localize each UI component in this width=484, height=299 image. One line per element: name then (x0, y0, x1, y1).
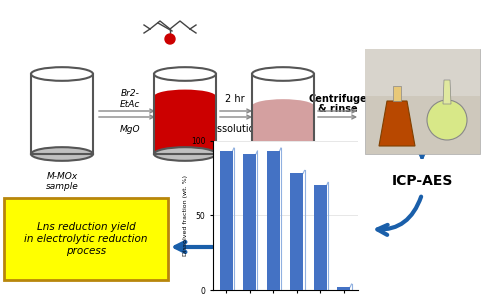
Text: Br2-
EtAc: Br2- EtAc (120, 89, 140, 109)
Ellipse shape (154, 147, 216, 161)
FancyBboxPatch shape (365, 49, 480, 154)
Text: & rinse: & rinse (318, 104, 358, 114)
FancyBboxPatch shape (365, 49, 480, 96)
Text: dissolution: dissolution (209, 124, 261, 134)
Bar (220, 151, 232, 290)
Ellipse shape (252, 99, 314, 113)
Bar (267, 151, 280, 290)
Y-axis label: Dissolved fraction (wt. %): Dissolved fraction (wt. %) (183, 175, 188, 256)
Ellipse shape (154, 90, 216, 103)
Circle shape (427, 100, 467, 140)
Polygon shape (252, 106, 314, 154)
Ellipse shape (154, 67, 216, 81)
Circle shape (165, 34, 175, 44)
Text: M-MOx
sample: M-MOx sample (45, 172, 78, 191)
Polygon shape (393, 86, 401, 101)
Text: Lns reduction yield
in electrolytic reduction
process: Lns reduction yield in electrolytic redu… (24, 222, 148, 256)
Polygon shape (379, 101, 415, 146)
Ellipse shape (252, 147, 314, 161)
FancyBboxPatch shape (4, 198, 168, 280)
Polygon shape (154, 96, 216, 154)
Bar (337, 287, 350, 290)
Ellipse shape (252, 67, 314, 81)
Text: MgO: MgO (120, 124, 140, 133)
Text: Centrifuge: Centrifuge (309, 94, 367, 104)
Polygon shape (443, 80, 451, 104)
Ellipse shape (31, 67, 93, 81)
Bar (290, 173, 303, 290)
Bar (243, 154, 256, 290)
Bar (314, 185, 327, 290)
FancyArrowPatch shape (378, 197, 421, 235)
Text: 2 hr: 2 hr (225, 94, 245, 104)
Ellipse shape (31, 147, 93, 161)
Text: ICP-AES: ICP-AES (391, 174, 453, 188)
